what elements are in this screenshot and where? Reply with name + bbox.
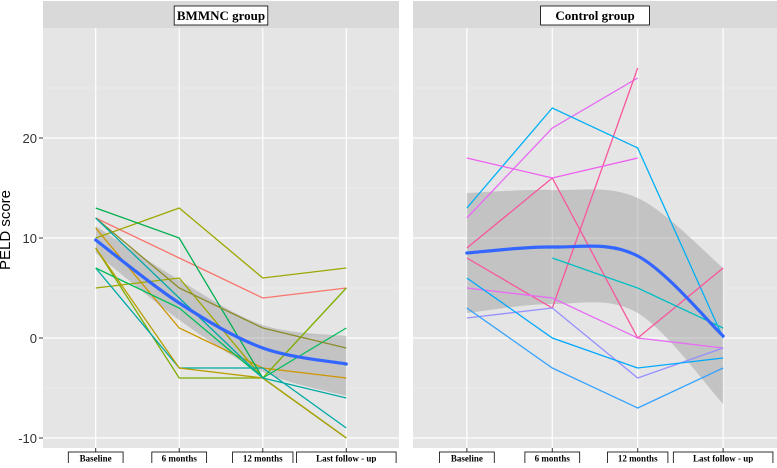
confidence-band (466, 189, 724, 404)
series-line-p9 (95, 247, 347, 439)
x-tick-label: 12 months (618, 454, 658, 464)
panel-2: Control group Baseline 6 months 12 months La… (413, 1, 777, 467)
y-tick-label: 0 (30, 331, 37, 346)
panel-title-box (173, 5, 269, 26)
x-tick-label: 6 months (162, 454, 198, 464)
series-line-p8 (95, 267, 347, 379)
y-axis-label: PELD score (0, 190, 14, 270)
series-line-c5 (466, 157, 638, 179)
x-tick-label: 12 months (243, 454, 283, 464)
y-tick-label: -10 (18, 431, 37, 446)
x-tick-label: Last follow - up (693, 454, 753, 464)
y-tick-label: 10 (23, 231, 37, 246)
panel-title: Control group (555, 8, 634, 23)
series-line-c4 (466, 176, 724, 340)
smooth-trend-line (465, 244, 725, 338)
x-tick-label: 6 months (535, 454, 571, 464)
panel-title-box (540, 5, 650, 26)
series-line-p10 (95, 217, 347, 349)
series-line-c3 (466, 107, 724, 339)
series-line-p6 (95, 267, 347, 429)
series-line-c9 (466, 277, 724, 369)
series-line-c10 (466, 307, 724, 409)
series-line-c1 (466, 77, 639, 219)
series-line-c7 (466, 287, 724, 349)
panel-title: BMMNC group (177, 8, 265, 23)
series-line-p1 (95, 217, 347, 299)
series-line-c6 (552, 257, 724, 329)
smooth-trend-line (94, 238, 348, 366)
series-line-p2 (95, 227, 347, 379)
x-tick-label: Baseline (80, 454, 112, 464)
y-tick-label: 20 (23, 131, 37, 146)
panel-1: BMMNC group Baseline 6 months 12 months Last… (18, 1, 399, 467)
series-line-p5 (95, 247, 347, 379)
x-tick-label: Last follow - up (316, 454, 376, 464)
x-tick-label: Baseline (451, 454, 483, 464)
series-line-p11 (95, 217, 347, 399)
